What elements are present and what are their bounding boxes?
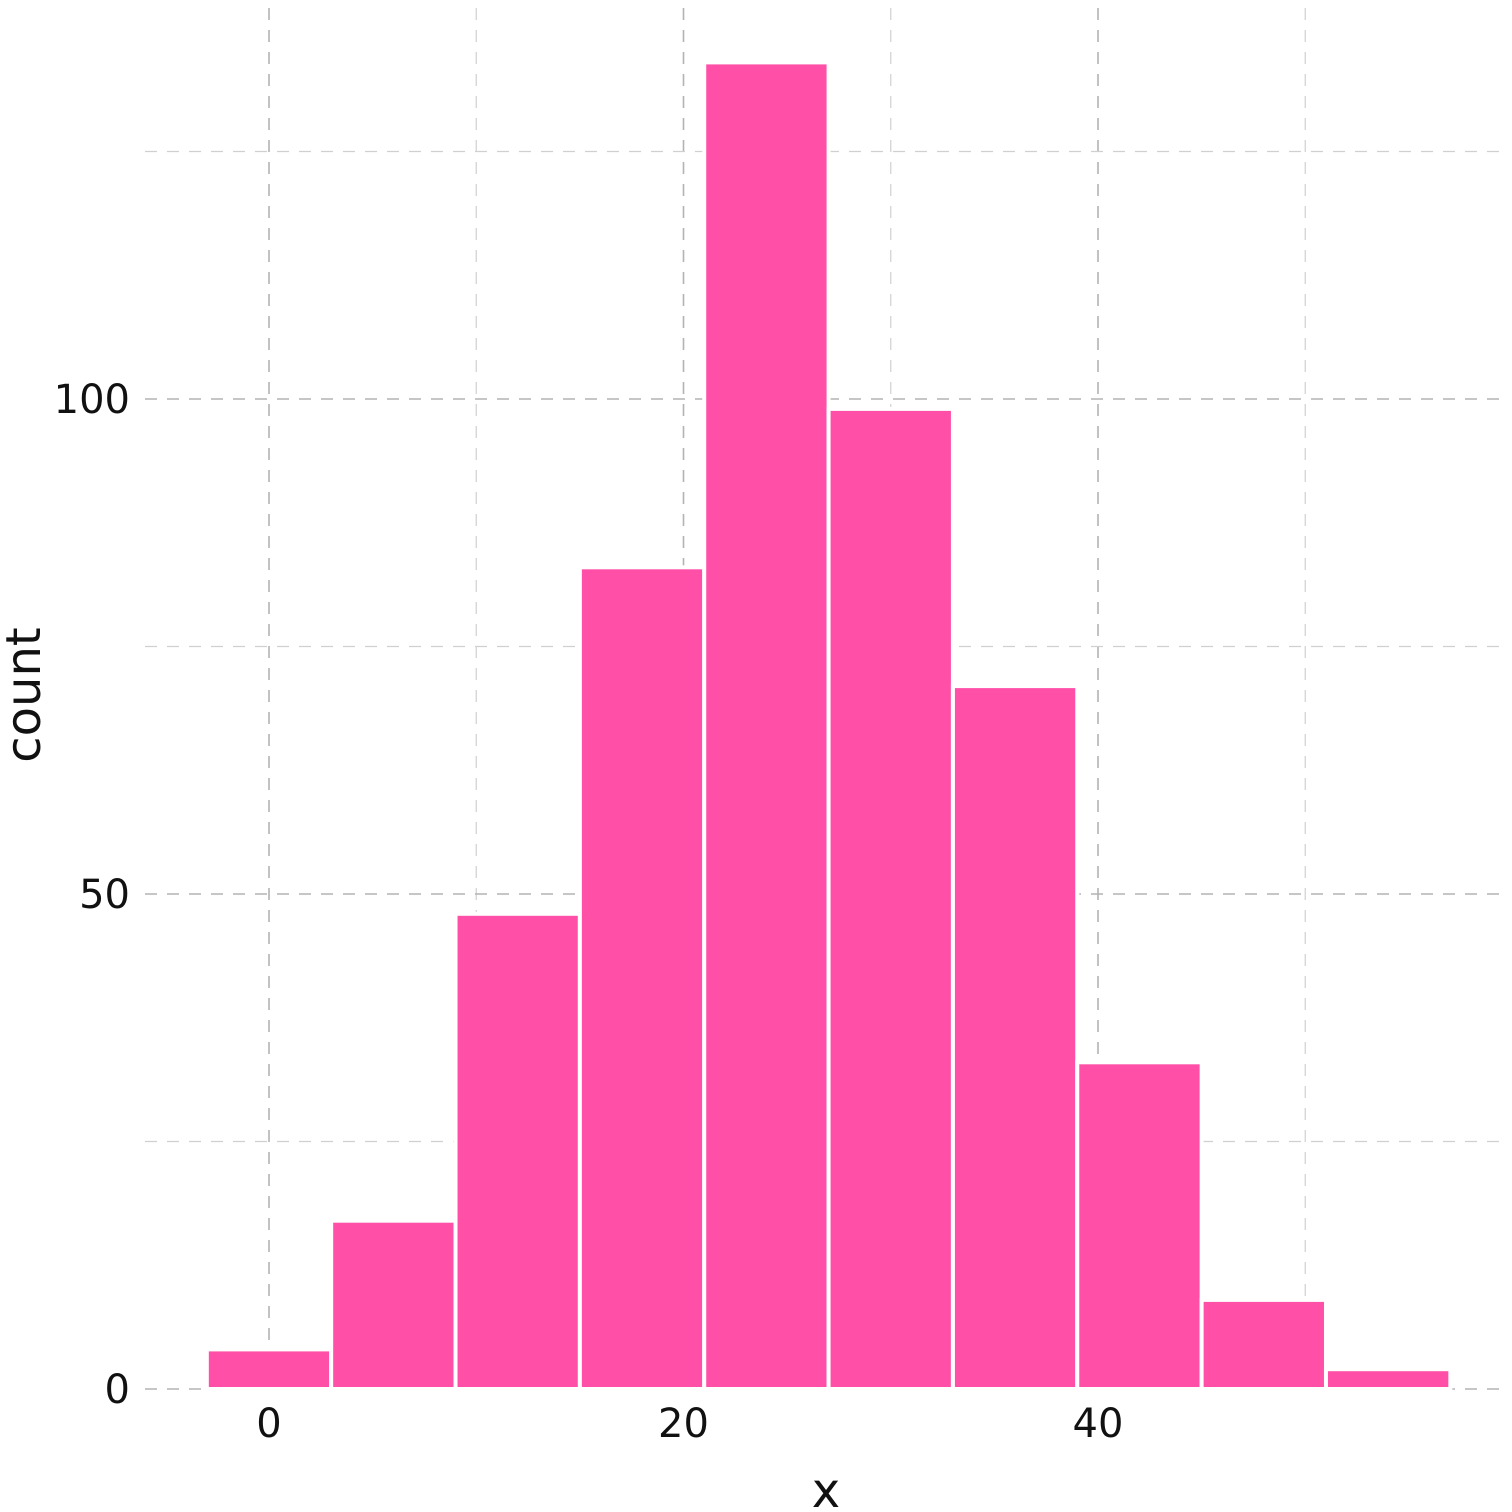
histogram-bar-7	[1075, 1060, 1204, 1392]
histogram-bar-1	[329, 1218, 458, 1391]
tick-labels: 0 20 40 0 50 100	[54, 377, 1124, 1447]
x-tick-label: 20	[658, 1401, 709, 1447]
y-tick-label: 0	[105, 1367, 130, 1413]
x-axis-title: x	[812, 1463, 840, 1512]
y-tick-label: 100	[54, 377, 130, 423]
histogram-bar-3	[577, 565, 707, 1391]
histogram-bar-5	[826, 406, 955, 1391]
y-axis-title: count	[0, 627, 52, 762]
histogram-bar-2	[453, 911, 582, 1391]
x-tick-label: 40	[1073, 1401, 1124, 1447]
x-tick-label: 0	[256, 1401, 281, 1447]
y-tick-label: 50	[79, 872, 130, 918]
histogram-bar-8	[1199, 1297, 1328, 1392]
histogram-bar-4	[702, 60, 831, 1391]
histogram-bars	[204, 60, 1453, 1392]
histogram-bar-6	[950, 684, 1080, 1391]
histogram-bar-0	[204, 1347, 334, 1392]
histogram-bar-9	[1323, 1367, 1453, 1391]
